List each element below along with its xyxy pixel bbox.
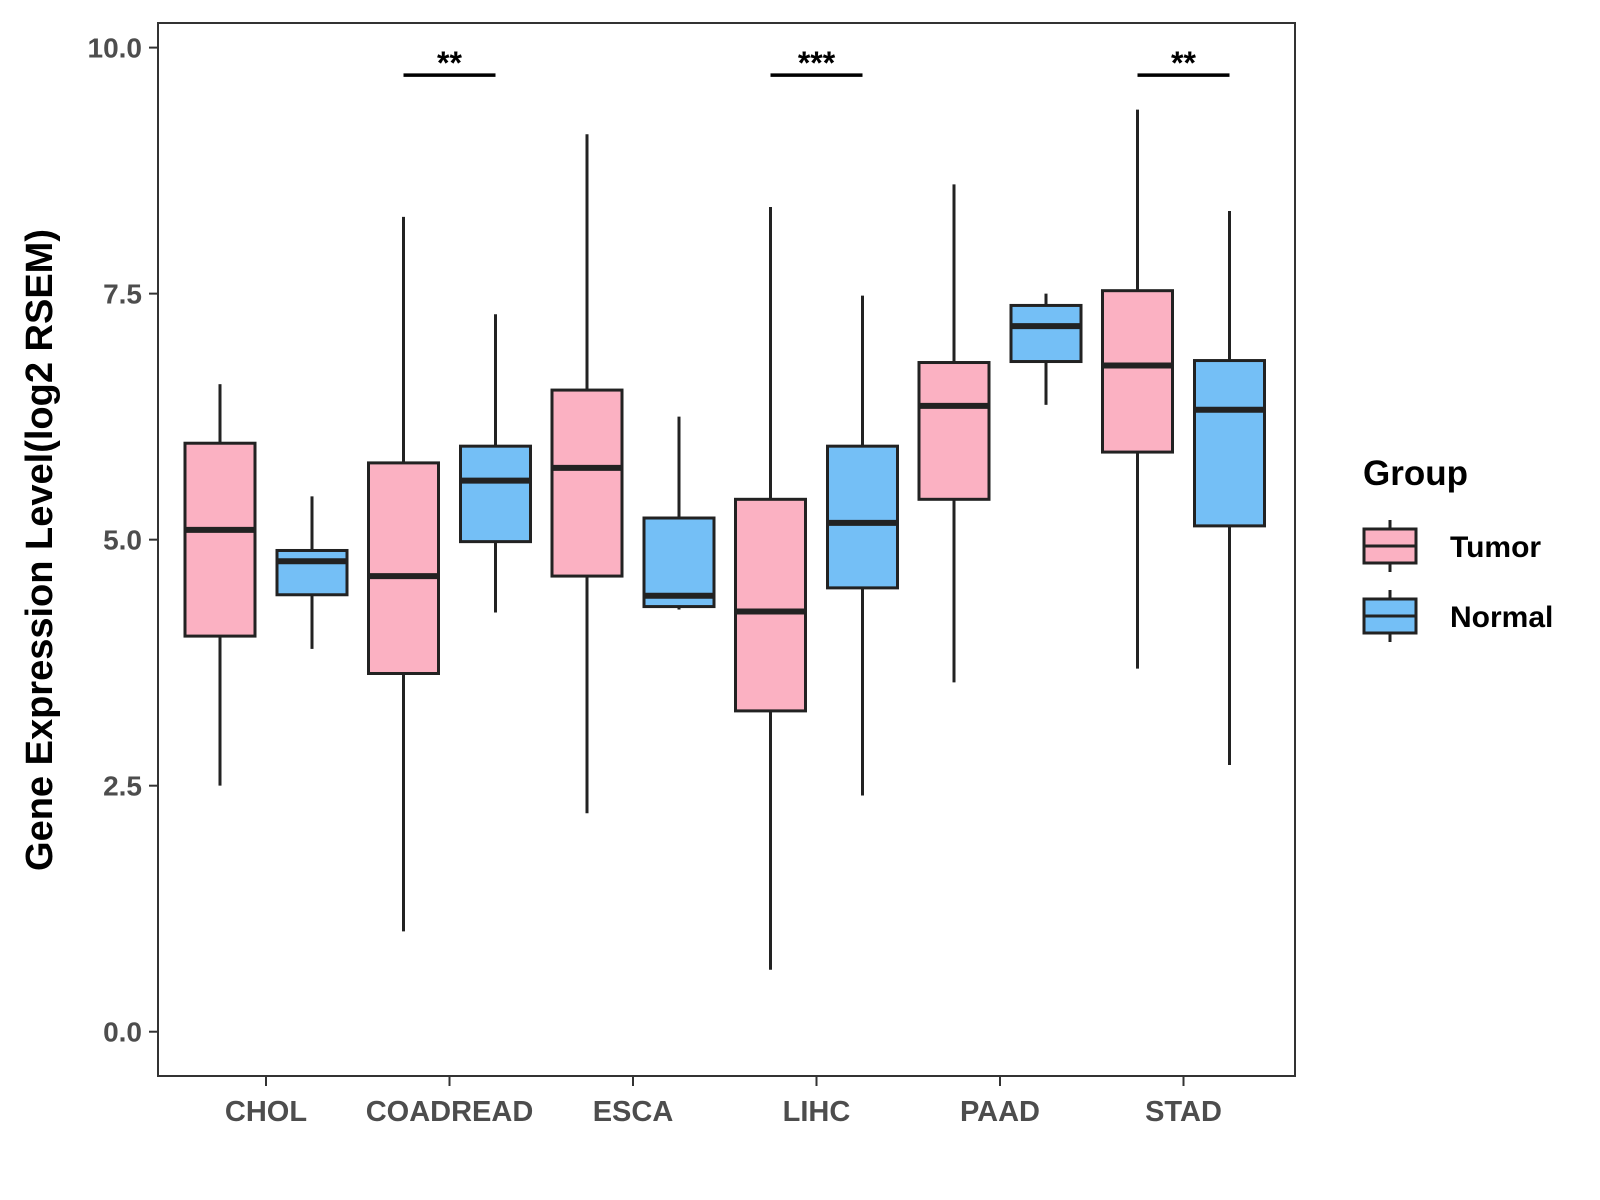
box-iqr xyxy=(459,444,532,544)
box-tumor-lihc xyxy=(734,207,807,970)
box-iqr xyxy=(275,548,349,597)
x-tick-label: CHOL xyxy=(225,1096,307,1128)
box-normal-lihc xyxy=(826,295,899,796)
plot-border xyxy=(157,22,1296,1077)
box-iqr xyxy=(734,497,807,713)
legend-item-normal: Normal xyxy=(1362,590,1553,642)
box-tumor-esca xyxy=(550,134,624,814)
x-tick-label: COADREAD xyxy=(366,1096,534,1128)
legend: Group Tumor Normal xyxy=(1362,454,1553,642)
box-iqr xyxy=(367,461,440,675)
significance-label: *** xyxy=(798,45,836,81)
y-tick-label: 2.5 xyxy=(103,771,142,802)
significance-stad: ** xyxy=(1137,45,1230,81)
box-tumor-coadread xyxy=(367,216,440,932)
box-iqr xyxy=(183,441,257,638)
x-tick-label: STAD xyxy=(1145,1096,1222,1128)
y-tick-label: 0.0 xyxy=(103,1017,142,1048)
box-normal-paad xyxy=(1009,293,1083,405)
x-tick-label: LIHC xyxy=(783,1096,851,1128)
y-tick-label: 10.0 xyxy=(88,33,143,64)
box-iqr xyxy=(550,388,624,578)
y-tick-label: 5.0 xyxy=(103,525,142,556)
x-tick-label: ESCA xyxy=(593,1096,674,1128)
box-iqr xyxy=(917,361,991,501)
box-iqr xyxy=(1193,359,1266,528)
significance-label: ** xyxy=(1171,45,1196,81)
significance-label: ** xyxy=(437,45,462,81)
legend-title: Group xyxy=(1363,454,1468,493)
box-normal-chol xyxy=(275,496,349,649)
box-tumor-stad xyxy=(1101,109,1174,669)
legend-label: Tumor xyxy=(1450,531,1541,564)
legend-label: Normal xyxy=(1450,601,1553,634)
box-iqr xyxy=(642,516,716,609)
box-iqr xyxy=(826,444,899,590)
box-normal-esca xyxy=(642,416,716,610)
axes: 0.0 2.5 5.0 7.5 10.0 CHOL COADREAD ESCA LIHC PAAD… xyxy=(88,33,1222,1128)
plot-area: ** *** ** xyxy=(183,45,1266,970)
box-iqr xyxy=(1009,303,1083,364)
y-tick-label: 7.5 xyxy=(103,279,142,310)
box-iqr xyxy=(1101,289,1174,454)
y-axis-label: Gene Expression Level(log2 RSEM) xyxy=(19,229,61,871)
box-normal-stad xyxy=(1193,210,1266,766)
significance-lihc: *** xyxy=(770,45,863,81)
x-tick-label: PAAD xyxy=(960,1096,1040,1128)
box-tumor-paad xyxy=(917,184,991,683)
legend-items: Tumor Normal xyxy=(1362,520,1553,642)
significance-coadread: ** xyxy=(403,45,496,81)
box-tumor-chol xyxy=(183,384,257,786)
legend-item-tumor: Tumor xyxy=(1362,520,1541,572)
box-normal-coadread xyxy=(459,314,532,613)
